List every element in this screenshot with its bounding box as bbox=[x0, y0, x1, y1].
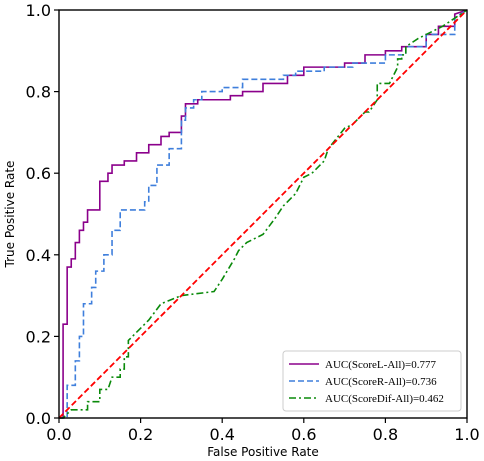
legend: AUC(ScoreL-All)=0.777 AUC(ScoreR-All)=0.7… bbox=[282, 350, 462, 412]
chance-diagonal-line bbox=[58, 9, 468, 419]
legend-entry: AUC(ScoreL-All)=0.777 bbox=[325, 359, 436, 371]
legend-entry: AUC(ScoreR-All)=0.736 bbox=[325, 376, 437, 388]
x-tick-label: 0.6 bbox=[291, 425, 316, 444]
y-axis: 0.0 0.2 0.4 0.6 0.8 1.0 bbox=[26, 1, 59, 428]
y-tick-label: 0.0 bbox=[26, 409, 51, 428]
x-axis-title: False Positive Rate bbox=[207, 445, 319, 459]
y-tick-label: 0.8 bbox=[26, 83, 51, 102]
legend-entry: AUC(ScoreDif-All)=0.462 bbox=[325, 393, 444, 405]
x-tick-label: 0.2 bbox=[128, 425, 153, 444]
x-tick-label: 0.0 bbox=[46, 425, 71, 444]
plot-frame bbox=[58, 9, 468, 419]
legend-box bbox=[282, 350, 462, 412]
y-tick-label: 0.6 bbox=[26, 164, 51, 183]
roc-series-line-0 bbox=[59, 9, 468, 419]
y-tick-label: 1.0 bbox=[26, 1, 51, 20]
y-tick-label: 0.4 bbox=[26, 246, 51, 265]
y-axis-title: True Positive Rate bbox=[3, 161, 17, 269]
x-axis: 0.0 0.2 0.4 0.6 0.8 1.0 bbox=[46, 418, 480, 444]
plot-lines bbox=[58, 9, 468, 419]
x-tick-label: 1.0 bbox=[454, 425, 479, 444]
roc-series-line-1 bbox=[59, 9, 468, 419]
roc-series-line-2 bbox=[59, 9, 468, 419]
x-tick-label: 0.8 bbox=[373, 425, 398, 444]
y-tick-label: 0.2 bbox=[26, 327, 51, 346]
x-tick-label: 0.4 bbox=[209, 425, 234, 444]
